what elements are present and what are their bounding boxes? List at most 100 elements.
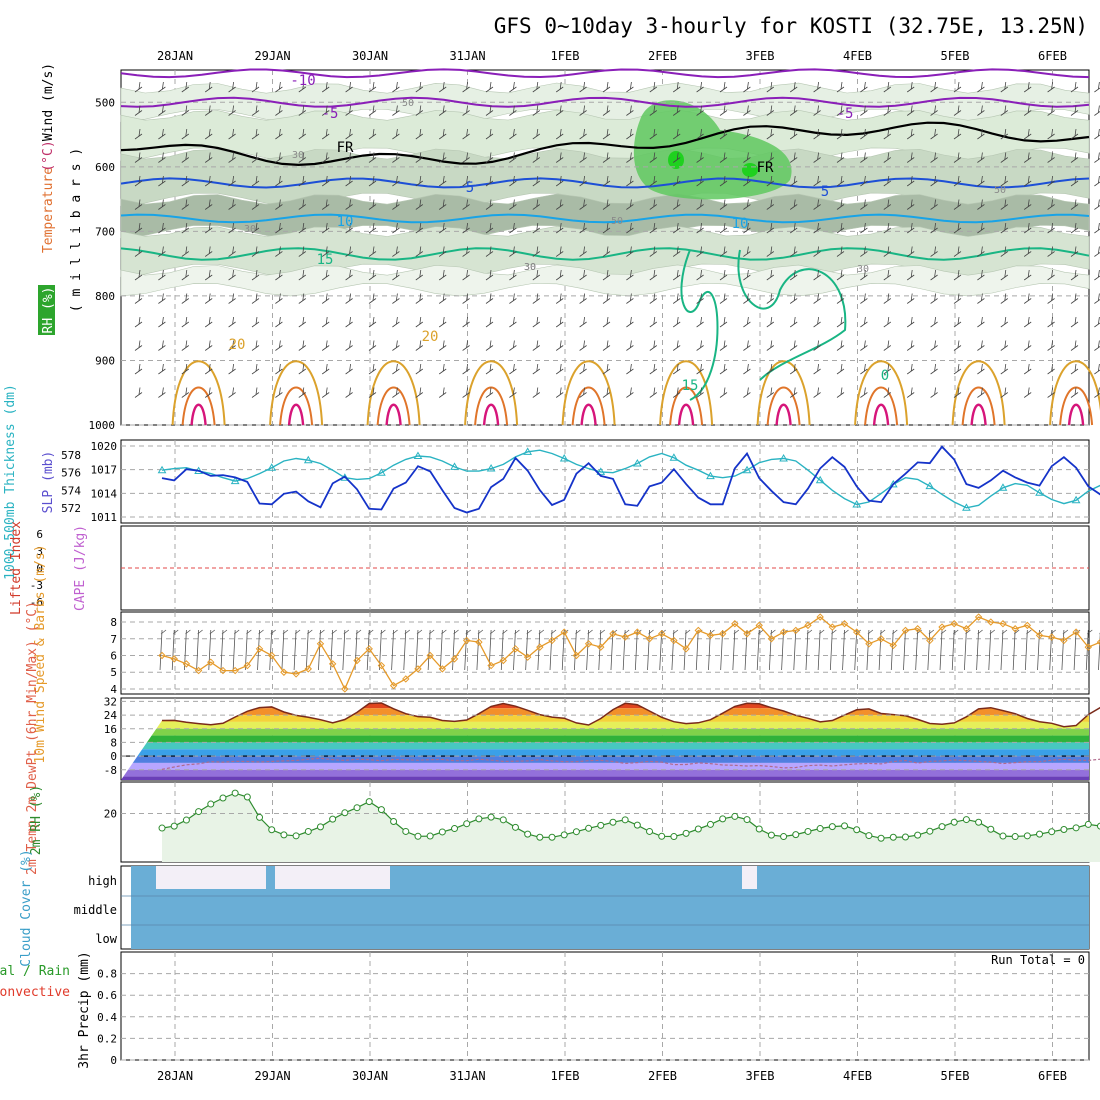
wind-barb <box>1094 340 1100 351</box>
wind-barb <box>977 246 985 257</box>
wind-barb <box>696 246 704 257</box>
wind-barb <box>321 340 330 351</box>
wind-speed-marker <box>560 628 568 636</box>
wind-barb-10m <box>330 629 337 671</box>
wind-barb <box>321 293 330 304</box>
wind-speed-marker <box>463 636 471 645</box>
temp-tick: 8 <box>110 736 117 749</box>
date-label-bottom: 1FEB <box>551 1069 580 1083</box>
rh2m-marker <box>316 823 324 831</box>
wind-barb <box>532 222 541 234</box>
wind-barb <box>298 293 307 304</box>
wind-barb <box>579 340 587 351</box>
rh-axis-label: RH (%) <box>41 287 56 334</box>
isotherm-20 <box>659 360 714 426</box>
wind-speed-marker <box>913 625 922 633</box>
date-label-top: 31JAN <box>449 49 485 63</box>
wind-barb-10m <box>293 629 301 671</box>
wind-barb <box>204 293 213 304</box>
wind-barb <box>626 152 634 163</box>
wind-barb <box>158 128 166 140</box>
rh2m-marker <box>511 823 519 831</box>
wind-barb <box>298 199 307 210</box>
wind-barb <box>602 316 611 328</box>
thickness-marker <box>706 471 715 480</box>
isotherm-30 <box>970 403 987 426</box>
wind-barb-10m <box>829 629 837 671</box>
wind-speed-marker <box>487 661 495 670</box>
wind-barb-10m <box>939 629 947 671</box>
wind-barb <box>181 340 190 351</box>
wind-barb <box>977 269 985 281</box>
wind-barb <box>1094 105 1100 116</box>
isotherm-line <box>120 96 1090 108</box>
wind-barb <box>649 199 658 210</box>
wind-barb <box>1070 246 1079 257</box>
wind-barb <box>532 293 541 304</box>
wind-barb <box>485 152 494 163</box>
date-label-bottom: 29JAN <box>254 1069 290 1083</box>
precip-tick: 0.2 <box>97 1032 117 1045</box>
rh2m-marker <box>365 798 373 806</box>
wind-barb <box>415 269 424 281</box>
wind-barb <box>813 199 821 210</box>
wind-speed-tick: 5 <box>110 666 117 679</box>
wind-barb <box>298 246 307 257</box>
wind-barb <box>719 269 728 281</box>
wind-barb <box>204 128 213 140</box>
wind-barb <box>860 246 868 257</box>
temperature-unit-label: (°C) <box>41 140 56 171</box>
wind-barb <box>696 81 704 93</box>
wind-barb <box>836 293 845 304</box>
wind-speed-marker <box>292 670 300 678</box>
rh2m-tick: 20 <box>104 808 117 821</box>
wind-barb <box>953 269 962 281</box>
rh2m-marker <box>901 833 909 841</box>
wind-speed-marker <box>877 635 885 643</box>
wind-barb <box>626 81 634 93</box>
wind-barb <box>345 340 353 351</box>
wind-barb <box>485 387 494 398</box>
wind-barb <box>883 81 892 93</box>
wind-barb <box>485 81 494 93</box>
wind-barb <box>181 293 190 304</box>
temperature-axis-label: Temperature <box>41 167 56 253</box>
rh2m-marker <box>706 820 714 828</box>
wind-barb <box>743 340 751 351</box>
wind-barb <box>1094 199 1100 210</box>
slp-axis-label: SLP (mb) <box>41 451 56 514</box>
wind-barb <box>789 363 798 375</box>
wind-barb <box>368 387 377 398</box>
wind-barb <box>977 175 985 187</box>
wind-barb <box>275 199 283 210</box>
wind-barb <box>1047 199 1055 210</box>
wind-barb <box>368 222 377 234</box>
wind-barb <box>953 363 962 375</box>
wind-barb <box>228 128 236 140</box>
wind-barb <box>321 152 330 163</box>
wind-barb <box>883 152 892 163</box>
wind-barb <box>579 152 587 163</box>
wind-barb <box>158 340 166 351</box>
wind-barb <box>743 105 751 116</box>
rh2m-marker <box>816 825 824 833</box>
wind-barb <box>181 105 190 116</box>
wind-barb <box>836 175 845 187</box>
rh-contour-label: 30 <box>524 262 536 273</box>
wind-barb <box>462 128 470 140</box>
rh2m-marker <box>1011 833 1019 841</box>
wind-speed-marker <box>438 665 447 673</box>
wind-barb <box>1094 81 1100 93</box>
wind-barb <box>953 128 962 140</box>
wind-barb <box>743 363 751 375</box>
rh2m-axis-label: 2m RH (%) <box>29 785 44 855</box>
slp-tick: 1014 <box>91 487 118 500</box>
wind-barb-10m <box>915 629 922 671</box>
wind-barb <box>392 293 400 304</box>
wind-barb <box>298 316 307 328</box>
wind-barb <box>719 128 728 140</box>
wind-barb <box>860 269 868 281</box>
wind-barb <box>602 105 611 116</box>
isotherm-label: FR <box>757 160 774 176</box>
wind-barb <box>158 316 166 328</box>
